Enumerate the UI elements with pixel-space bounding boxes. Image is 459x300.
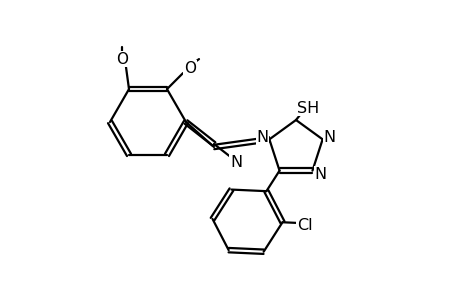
Text: N: N bbox=[323, 130, 335, 145]
Text: N: N bbox=[313, 167, 326, 182]
Text: SH: SH bbox=[296, 100, 319, 116]
Text: O: O bbox=[116, 52, 128, 67]
Text: N: N bbox=[256, 130, 268, 145]
Text: Cl: Cl bbox=[296, 218, 312, 232]
Text: N: N bbox=[230, 154, 241, 169]
Text: O: O bbox=[184, 61, 196, 76]
